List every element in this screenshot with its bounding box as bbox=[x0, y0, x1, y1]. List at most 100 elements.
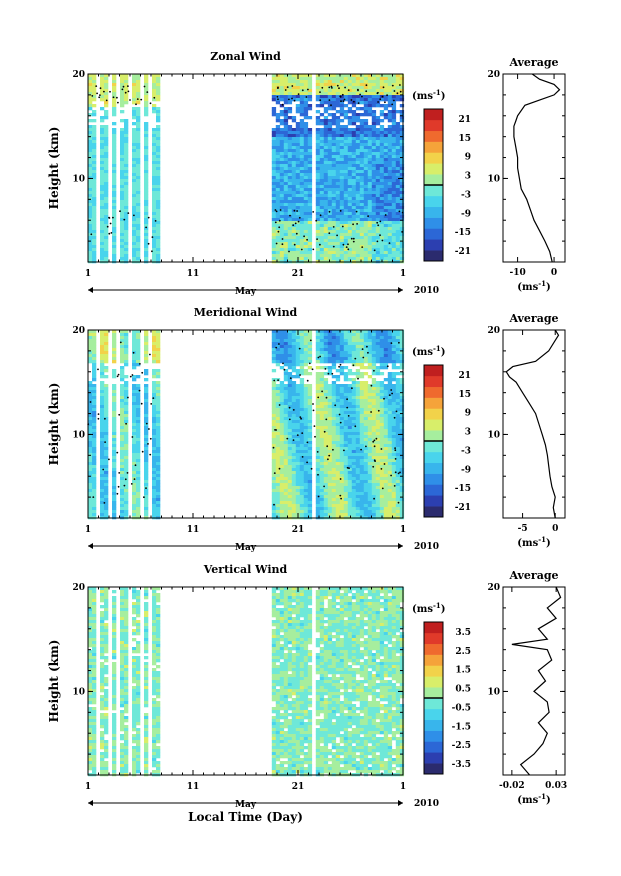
heatmap-cell bbox=[92, 98, 97, 102]
heatmap-cell bbox=[343, 197, 349, 201]
heatmap-cell bbox=[100, 465, 105, 469]
heatmap-cell bbox=[100, 504, 105, 508]
heatmap-cell bbox=[395, 149, 401, 153]
heatmap-cell bbox=[351, 221, 357, 225]
heatmap-cell bbox=[303, 348, 309, 352]
contour-point bbox=[297, 93, 300, 95]
heatmap-cell bbox=[88, 510, 93, 514]
heatmap-cell bbox=[287, 471, 293, 475]
heatmap-cell bbox=[399, 188, 405, 192]
heatmap-cell bbox=[327, 242, 333, 246]
heatmap-cell bbox=[347, 489, 353, 493]
heatmap-cell bbox=[152, 405, 157, 409]
heatmap-cell bbox=[279, 354, 285, 358]
heatmap-cell bbox=[156, 453, 161, 457]
heatmap-cell bbox=[339, 161, 345, 165]
heatmap-cell bbox=[335, 357, 341, 361]
heatmap-cell bbox=[343, 92, 349, 96]
heatmap-cell bbox=[303, 140, 309, 144]
heatmap-cell bbox=[351, 495, 357, 499]
heatmap-cell bbox=[279, 384, 285, 388]
heatmap-cell bbox=[307, 495, 313, 499]
profile-title: Average bbox=[508, 56, 558, 69]
heatmap-cell bbox=[144, 221, 149, 225]
heatmap-cell bbox=[359, 426, 365, 430]
heatmap-cell bbox=[323, 152, 329, 156]
heatmap-cell bbox=[375, 203, 381, 207]
heatmap-cell bbox=[144, 173, 149, 177]
heatmap-cell bbox=[387, 170, 393, 174]
heatmap-cell bbox=[152, 227, 157, 231]
unit-base: (ms bbox=[412, 91, 433, 102]
heatmap-cell bbox=[379, 215, 385, 219]
heatmap-cell bbox=[283, 492, 289, 496]
heatmap-cell bbox=[295, 170, 301, 174]
heatmap-cell bbox=[88, 203, 93, 207]
heatmap-cell bbox=[104, 176, 109, 180]
heatmap-cell bbox=[88, 206, 93, 210]
heatmap-cell bbox=[283, 161, 289, 165]
heatmap-cell bbox=[144, 492, 149, 496]
heatmap-cell bbox=[100, 167, 105, 171]
heatmap-cell bbox=[359, 483, 365, 487]
heatmap-cell bbox=[291, 143, 297, 147]
heatmap-cell bbox=[275, 212, 281, 216]
heatmap-cell bbox=[275, 155, 281, 159]
heatmap-cell bbox=[351, 173, 357, 177]
heatmap-cell bbox=[343, 206, 349, 210]
heatmap-cell bbox=[387, 197, 393, 201]
heatmap-cell bbox=[279, 170, 285, 174]
heatmap-cell bbox=[347, 98, 353, 102]
heatmap-cell bbox=[144, 74, 149, 78]
heatmap-cell bbox=[339, 128, 345, 132]
heatmap-cell bbox=[307, 444, 313, 448]
heatmap-cell bbox=[299, 357, 305, 361]
heatmap-cell bbox=[399, 185, 405, 189]
heatmap-cell bbox=[299, 152, 305, 156]
heatmap-cell bbox=[283, 486, 289, 490]
heatmap-cell bbox=[144, 200, 149, 204]
heatmap-cell bbox=[104, 462, 109, 466]
heatmap-cell bbox=[144, 330, 149, 334]
heatmap-cell bbox=[271, 387, 277, 391]
heatmap-cell bbox=[124, 486, 129, 490]
heatmap-cell bbox=[327, 444, 333, 448]
heatmap-cell bbox=[351, 357, 357, 361]
heatmap-cell bbox=[279, 185, 285, 189]
heatmap-cell bbox=[88, 161, 93, 165]
heatmap-cell bbox=[367, 173, 373, 177]
heatmap-cell bbox=[100, 414, 105, 418]
heatmap-cell bbox=[379, 125, 385, 129]
heatmap-cell bbox=[283, 140, 289, 144]
heatmap-cell bbox=[287, 393, 293, 397]
heatmap-cell bbox=[395, 254, 401, 258]
heatmap-cell bbox=[387, 209, 393, 213]
heatmap-cell bbox=[92, 453, 97, 457]
heatmap-cell bbox=[88, 501, 93, 505]
heatmap-cell bbox=[379, 83, 385, 87]
heatmap-cell bbox=[299, 104, 305, 108]
heatmap-cell bbox=[315, 254, 321, 258]
heatmap-cell bbox=[303, 438, 309, 442]
heatmap-cell bbox=[303, 86, 309, 90]
heatmap-cell bbox=[335, 387, 341, 391]
heatmap-cell bbox=[275, 348, 281, 352]
heatmap-cell bbox=[275, 417, 281, 421]
heatmap-cell bbox=[359, 239, 365, 243]
heatmap-cell bbox=[271, 507, 277, 511]
heatmap-cell bbox=[152, 98, 157, 102]
heatmap-cell bbox=[303, 405, 309, 409]
heatmap-cell bbox=[275, 498, 281, 502]
heatmap-cell bbox=[132, 200, 137, 204]
heatmap-cell bbox=[100, 116, 105, 120]
heatmap-cell bbox=[104, 483, 109, 487]
heatmap-cell bbox=[315, 170, 321, 174]
heatmap-cell bbox=[323, 495, 329, 499]
heatmap-cell bbox=[287, 372, 293, 376]
heatmap-cell bbox=[363, 155, 369, 159]
heatmap-cell bbox=[120, 348, 125, 352]
heatmap-cell bbox=[88, 113, 93, 117]
heatmap-cell bbox=[124, 194, 129, 198]
heatmap-cell bbox=[347, 200, 353, 204]
contour-point bbox=[91, 95, 94, 97]
